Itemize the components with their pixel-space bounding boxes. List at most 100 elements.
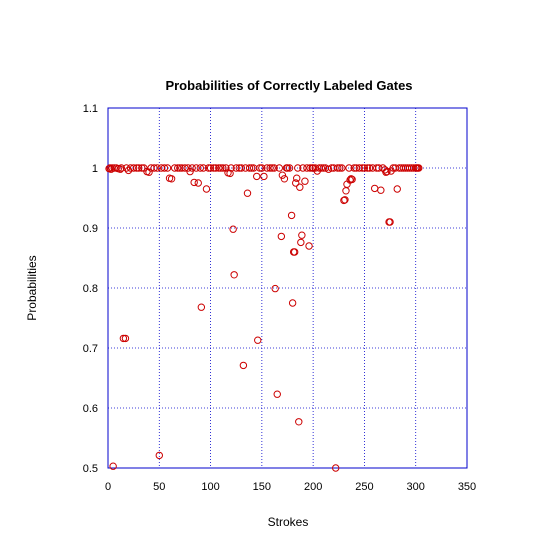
data-point bbox=[287, 211, 296, 220]
data-point bbox=[263, 164, 271, 172]
data-point bbox=[301, 177, 309, 185]
x-axis-label: Strokes bbox=[268, 515, 309, 529]
data-point bbox=[226, 169, 234, 178]
data-point bbox=[253, 172, 261, 181]
data-point bbox=[119, 334, 128, 343]
data-point bbox=[174, 164, 182, 172]
data-point bbox=[135, 164, 143, 172]
data-point bbox=[192, 164, 200, 172]
x-tick-label: 150 bbox=[253, 481, 271, 493]
x-tick-label: 250 bbox=[355, 481, 373, 493]
y-tick-label: 0.9 bbox=[83, 223, 98, 235]
data-point bbox=[138, 164, 146, 172]
data-point bbox=[217, 164, 225, 172]
data-point bbox=[283, 164, 292, 172]
data-point bbox=[293, 174, 301, 182]
data-point bbox=[254, 336, 262, 344]
data-point bbox=[163, 164, 172, 172]
data-point bbox=[338, 164, 346, 172]
data-point bbox=[294, 164, 302, 172]
data-point bbox=[383, 167, 391, 176]
x-tick-label: 0 bbox=[105, 481, 111, 493]
data-point bbox=[363, 164, 372, 172]
data-point bbox=[280, 175, 289, 183]
data-point bbox=[334, 164, 342, 172]
y-tick-label: 0.6 bbox=[83, 403, 98, 415]
data-point bbox=[299, 164, 307, 172]
data-point bbox=[145, 168, 153, 176]
data-point bbox=[129, 164, 138, 172]
x-tick-label: 50 bbox=[153, 481, 165, 493]
data-point bbox=[298, 231, 306, 239]
data-point bbox=[122, 164, 131, 172]
data-point bbox=[215, 164, 223, 172]
data-point bbox=[355, 164, 363, 172]
data-point bbox=[229, 225, 237, 233]
data-point bbox=[288, 299, 297, 307]
data-point bbox=[277, 232, 286, 241]
y-tick-label: 1.1 bbox=[83, 103, 98, 115]
data-point bbox=[176, 164, 184, 172]
data-point bbox=[275, 164, 283, 172]
data-point bbox=[153, 164, 161, 172]
x-tick-label: 350 bbox=[458, 481, 476, 493]
x-tick-label: 300 bbox=[407, 481, 425, 493]
data-point bbox=[239, 361, 248, 370]
data-point bbox=[237, 164, 246, 172]
data-point bbox=[317, 164, 326, 172]
data-point bbox=[256, 164, 264, 172]
data-point bbox=[377, 186, 385, 194]
data-point bbox=[409, 164, 418, 172]
data-point bbox=[348, 175, 356, 184]
data-point bbox=[278, 171, 287, 179]
data-point bbox=[258, 164, 266, 172]
data-point bbox=[184, 164, 192, 172]
data-point bbox=[170, 164, 179, 172]
grid-lines bbox=[108, 108, 467, 468]
data-point bbox=[345, 164, 353, 172]
data-point bbox=[197, 303, 206, 311]
data-point bbox=[319, 164, 328, 172]
data-point bbox=[245, 164, 254, 172]
y-tick-labels: 0.5 0.6 0.7 0.8 0.9 1 1.1 bbox=[83, 103, 98, 475]
data-point bbox=[232, 164, 240, 172]
data-point bbox=[209, 164, 218, 172]
y-tick-label: 0.5 bbox=[83, 463, 98, 475]
data-point bbox=[247, 164, 256, 172]
data-point bbox=[415, 164, 423, 172]
data-point bbox=[186, 167, 194, 176]
chart-title: Probabilities of Correctly Labeled Gates bbox=[165, 78, 412, 93]
data-point bbox=[306, 164, 314, 172]
data-point bbox=[219, 164, 227, 172]
data-point bbox=[160, 164, 169, 172]
x-tick-label: 100 bbox=[201, 481, 219, 493]
data-point bbox=[243, 189, 252, 197]
data-point bbox=[204, 164, 213, 172]
data-point bbox=[194, 179, 202, 187]
data-point bbox=[342, 187, 350, 195]
data-point bbox=[341, 196, 349, 204]
data-point bbox=[386, 218, 394, 226]
data-point bbox=[117, 164, 126, 172]
data-point bbox=[133, 164, 141, 172]
x-tick-label: 200 bbox=[304, 481, 322, 493]
data-point bbox=[350, 164, 358, 172]
data-point bbox=[260, 172, 268, 181]
data-point bbox=[273, 390, 281, 398]
data-point bbox=[370, 184, 379, 193]
data-point bbox=[222, 164, 230, 172]
data-point bbox=[285, 164, 294, 172]
data-point bbox=[167, 175, 176, 183]
data-point bbox=[202, 185, 211, 193]
data-point bbox=[181, 164, 189, 172]
x-tick-labels: 0 50 100 150 200 250 300 350 bbox=[105, 481, 476, 493]
data-point bbox=[188, 164, 196, 172]
data-point bbox=[196, 164, 205, 172]
y-tick-label: 0.7 bbox=[83, 343, 98, 355]
data-point bbox=[336, 164, 344, 172]
data-point bbox=[393, 185, 401, 193]
data-point bbox=[305, 242, 313, 250]
data-point bbox=[190, 178, 198, 187]
data-point bbox=[296, 183, 304, 191]
data-point bbox=[150, 164, 158, 172]
